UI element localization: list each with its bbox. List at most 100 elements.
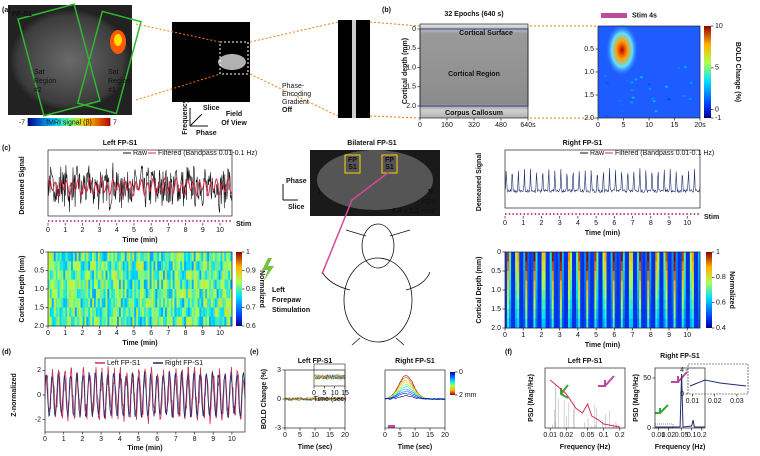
heatmap-cell (647, 261, 650, 272)
heatmap-cell (695, 290, 699, 300)
heatmap-cell (214, 307, 217, 318)
heatmap-cell (107, 261, 110, 271)
y-tick-label: 1.5 (406, 84, 416, 91)
heatmap-cell (580, 318, 583, 329)
heatmap-cell (582, 290, 585, 300)
heatmap-cell (665, 299, 668, 310)
heatmap-cell (565, 318, 569, 329)
heatmap-cell (695, 280, 699, 291)
heatmap-cell (586, 271, 589, 281)
x-tick-label: 0.02 (708, 398, 722, 405)
heatmap-cell (76, 289, 79, 299)
heatmap-cell (643, 252, 646, 262)
heatmap-cell (545, 280, 548, 291)
heatmap-cell (163, 307, 166, 318)
heatmap-cell (105, 289, 108, 299)
heatmap-cell (523, 318, 526, 329)
heatmap-cell (685, 318, 689, 329)
heatmap-cell (697, 280, 701, 291)
heatmap-cell (138, 307, 141, 318)
heatmap-cell (586, 318, 589, 329)
heatmap-cell (677, 271, 680, 281)
heatmap-cell (657, 299, 660, 310)
heatmap-cell (635, 290, 638, 300)
y-tick-label: 0 (680, 391, 684, 398)
x-tick-label: 0 (43, 436, 47, 443)
heatmap-cell (600, 318, 603, 329)
heatmap-cell (216, 261, 219, 271)
heatmap-cell (147, 270, 150, 281)
heatmap-cell (143, 279, 147, 290)
heatmap-cell (191, 252, 194, 262)
heatmap-noise (634, 78, 638, 81)
heatmap-cell (53, 316, 56, 327)
heatmap-cell (659, 252, 662, 262)
heatmap-cell (624, 309, 628, 319)
heatmap-cell (675, 290, 678, 300)
label: Demeaned Signal (19, 156, 26, 214)
heatmap-cell (199, 307, 202, 318)
heatmap-cell (122, 316, 125, 327)
heatmap-cell (693, 271, 697, 281)
heatmap-cell (635, 271, 638, 281)
heatmap-cell (584, 280, 587, 291)
signal-trace (384, 394, 445, 400)
heatmap-cell (511, 309, 514, 319)
heatmap-cell (545, 309, 548, 319)
heatmap-cell (578, 280, 581, 291)
heatmap-cell (590, 309, 593, 319)
heatmap-cell (519, 290, 522, 300)
heatmap-cell (147, 298, 150, 308)
heatmap-cell (602, 271, 605, 281)
heatmap-noise (684, 66, 688, 69)
heatmap-cell (529, 299, 532, 310)
heatmap-cell (197, 261, 200, 271)
heatmap-cell (557, 309, 561, 319)
heatmap-cell (59, 316, 62, 327)
heatmap-cell (614, 271, 618, 281)
heatmap-cell (193, 261, 196, 271)
heatmap-cell (541, 261, 544, 272)
label: Slice (203, 105, 219, 112)
heatmap-cell (559, 309, 563, 319)
label: Stim 4s (632, 12, 657, 19)
heatmap-cell (691, 280, 695, 291)
heatmap-cell (138, 270, 141, 281)
heatmap-cell (622, 252, 626, 262)
label: Time (sec) (298, 444, 333, 451)
heatmap-cell (622, 299, 626, 310)
heatmap-cell (637, 280, 640, 291)
heatmap-noise (618, 100, 622, 103)
heatmap-cell (71, 298, 74, 308)
heatmap-cell (140, 289, 143, 299)
label: (a) (2, 7, 11, 14)
signal-trace (313, 374, 346, 380)
heatmap-cell (643, 318, 646, 329)
heatmap-cell (665, 261, 668, 272)
heatmap-cell (594, 318, 597, 329)
axes-arrows (189, 108, 208, 127)
heatmap-cell (582, 261, 585, 272)
heatmap-cell (63, 252, 66, 262)
arrow (655, 404, 669, 414)
heatmap-cell (76, 261, 79, 271)
label: Bilateral FP-S1 (347, 140, 397, 147)
heatmap-cell (174, 261, 177, 271)
heatmap-cell (669, 271, 672, 281)
heatmap-cell (620, 271, 624, 281)
heatmap-cell (57, 252, 60, 262)
heatmap-cell (166, 316, 170, 327)
y-tick-label: 0.5 (584, 46, 594, 53)
heatmap-cell (683, 261, 687, 272)
heatmap-cell (594, 299, 597, 310)
heatmap-cell (117, 316, 120, 327)
label: Time (min) (127, 445, 162, 452)
heatmap-cell (61, 307, 64, 318)
heatmap-cell (78, 298, 81, 308)
heatmap-cell (576, 261, 579, 272)
heatmap-cell (210, 261, 214, 271)
heatmap-cell (511, 290, 514, 300)
heatmap-cell (643, 290, 646, 300)
heatmap-cell (155, 289, 158, 299)
signal-trace (44, 371, 246, 419)
